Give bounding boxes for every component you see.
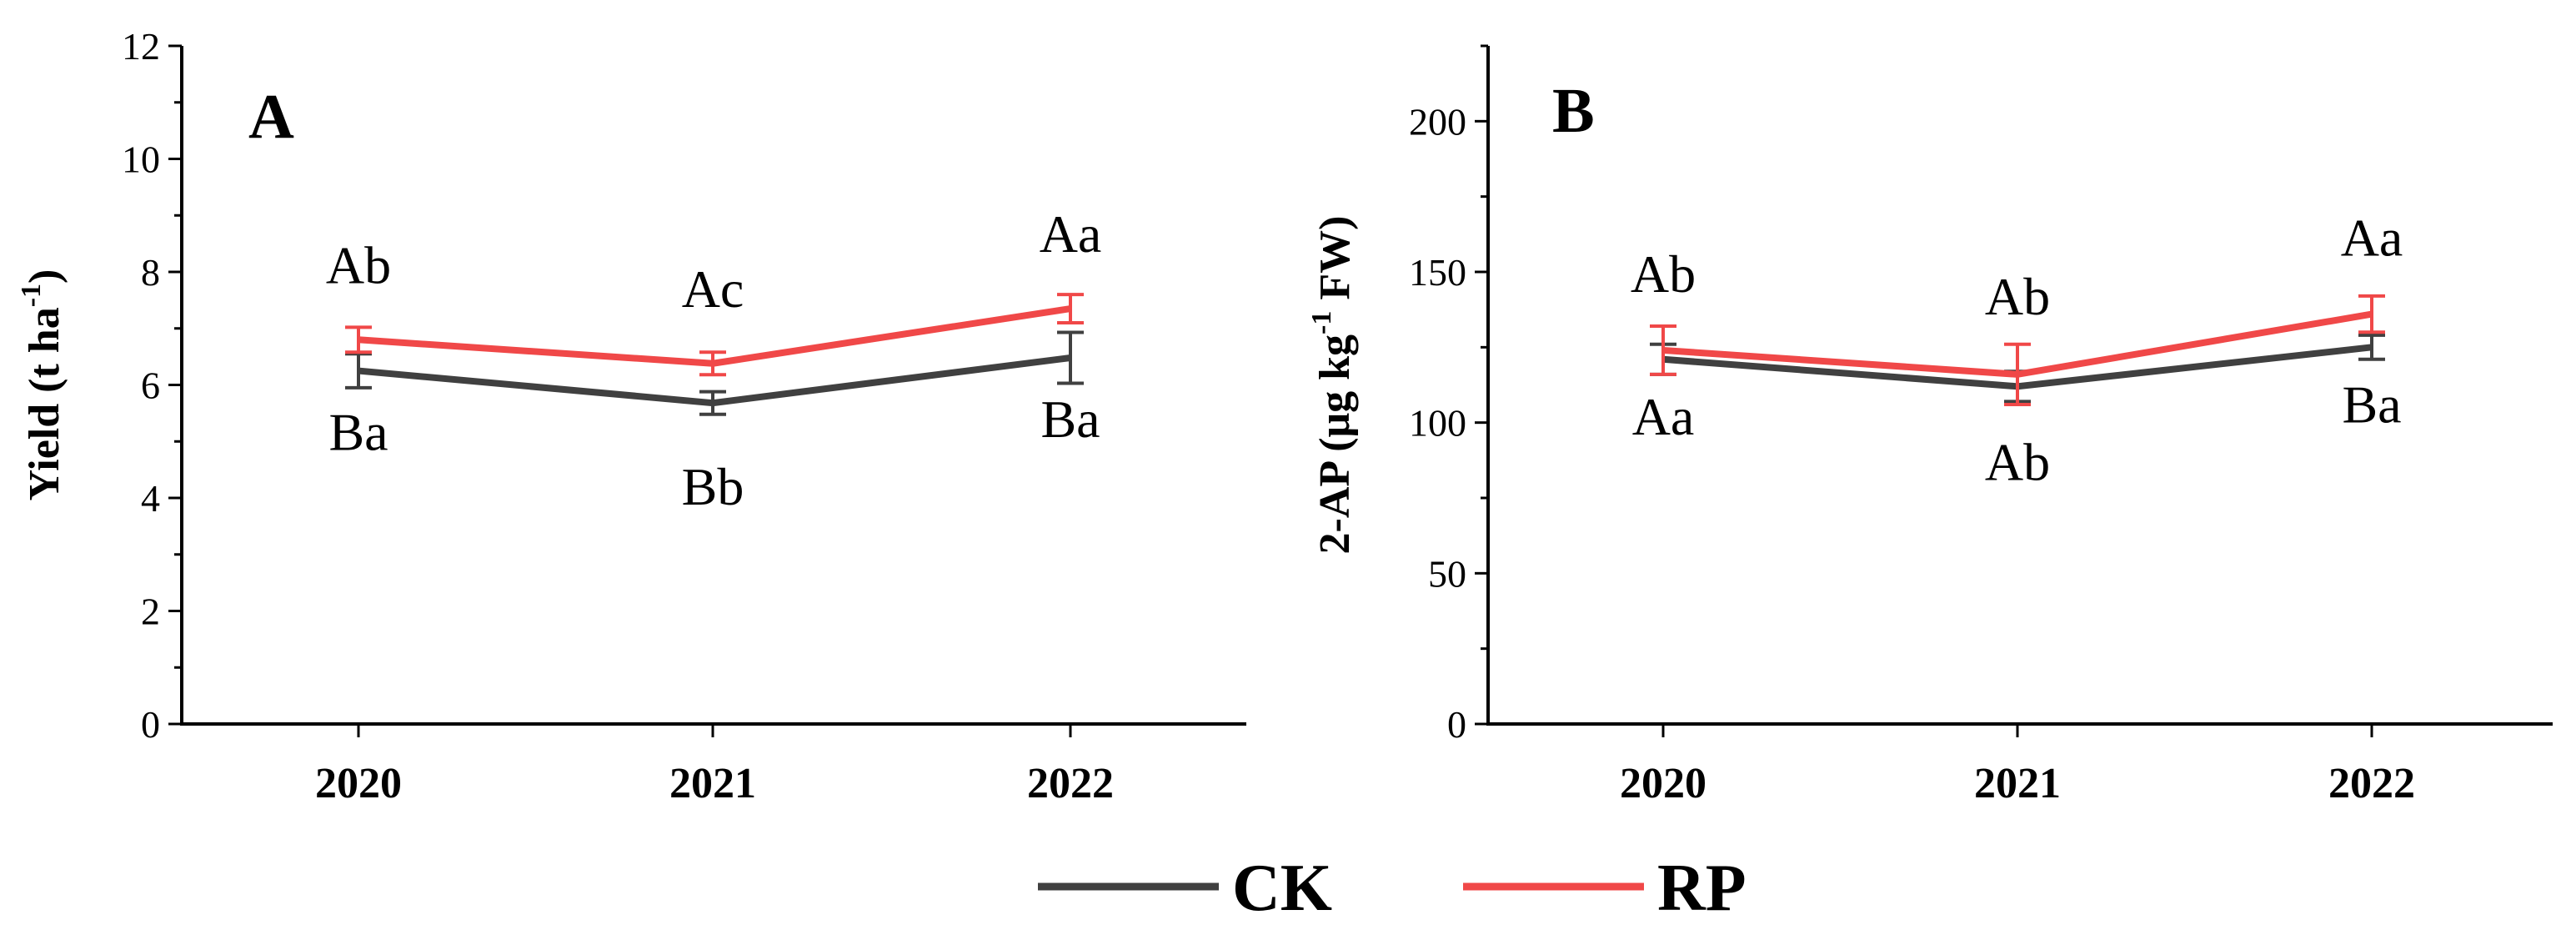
x-tick-label: 2021	[1974, 760, 2061, 807]
series-rp: Ab Ac Aa	[326, 204, 1102, 377]
y-tick-label: 100	[1409, 402, 1466, 445]
y-axis-title-sup: -1	[1306, 311, 1337, 334]
series-ck: Ba Bb Ba	[328, 330, 1100, 516]
x-tick-label: 2020	[315, 760, 402, 807]
series-rp: Ab Ab Aa	[1631, 209, 2403, 406]
y-tick-label: 8	[141, 251, 160, 294]
y-tick-label: 150	[1409, 251, 1466, 294]
panel-letter: B	[1552, 76, 1595, 146]
significance-label: Aa	[1040, 204, 1102, 264]
y-tick-label: 4	[141, 477, 160, 520]
x-tick-label: 2020	[1620, 760, 1706, 807]
series-line-rp	[358, 305, 1071, 367]
x-tick-label: 2021	[669, 760, 756, 807]
y-tick-label: 200	[1409, 100, 1466, 143]
series-line-ck	[358, 354, 1071, 407]
y-tick-label: 50	[1428, 552, 1466, 595]
y-tick-label: 0	[141, 703, 160, 746]
series-line-rp	[1662, 310, 2373, 378]
y-axis-title-main: Yield (t ha	[21, 307, 68, 500]
y-axis-title-end: FW)	[1311, 216, 1359, 311]
significance-label: Ab	[1631, 244, 1696, 304]
x-tick-label: 2022	[2328, 760, 2415, 807]
significance-label: Ba	[1040, 390, 1100, 449]
panel-letter: A	[248, 82, 294, 152]
significance-label: Ba	[2342, 375, 2401, 434]
legend-item-rp: RP	[1463, 852, 1747, 925]
significance-label: Ac	[682, 259, 744, 319]
significance-label: Aa	[1632, 387, 1695, 446]
y-tick-label: 6	[141, 364, 160, 407]
legend-label: CK	[1232, 852, 1332, 925]
significance-label: Ba	[328, 403, 388, 462]
significance-label: Bb	[682, 457, 744, 516]
significance-label: Ab	[326, 235, 391, 294]
y-tick-label: 10	[122, 138, 160, 181]
panel-b: 0 50 100 150 200 2020 2021 2022 2-AP (μg kg-1 FW…	[1306, 44, 2553, 807]
y-tick-label: 2	[141, 591, 160, 633]
y-axis-title-end: )	[21, 269, 68, 284]
y-tick-label: 0	[1447, 703, 1466, 746]
y-axis-title-main: 2-AP (μg kg	[1311, 334, 1359, 554]
significance-label: Ab	[1985, 432, 2050, 491]
legend-item-ck: CK	[1038, 852, 1332, 925]
y-axis-title: Yield (t ha-1)	[16, 269, 68, 501]
x-tick-label: 2022	[1027, 760, 1114, 807]
legend-label: RP	[1657, 852, 1747, 925]
significance-label: Ab	[1985, 267, 2050, 326]
panel-a: 0 2 4 6 8 10 12 2020 2021 2022 Yield (t ha-1) A Ba Bb…	[16, 25, 1246, 807]
y-tick-label: 12	[122, 25, 160, 68]
y-axis-title-sup: -1	[16, 284, 47, 307]
significance-label: Aa	[2341, 209, 2403, 268]
y-axis-title: 2-AP (μg kg-1 FW)	[1306, 216, 1359, 555]
legend: CK RP	[1038, 852, 1747, 925]
